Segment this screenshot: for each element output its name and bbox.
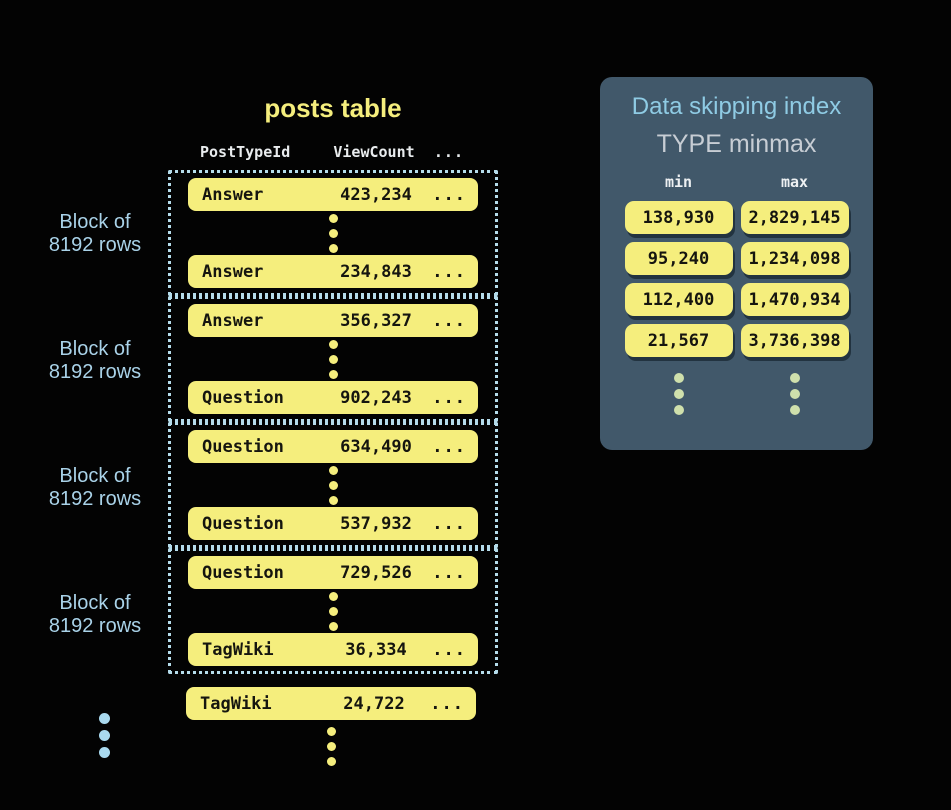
cell-viewcount: 729,526 (340, 562, 412, 583)
cell-viewcount: 902,243 (340, 387, 412, 408)
block-label: Block of 8192 rows (48, 465, 142, 510)
column-header-posttypeid: PostTypeId (200, 143, 291, 161)
table-row: Question 537,932 ... (188, 507, 478, 540)
vertical-ellipsis-icon (673, 373, 684, 415)
min-value-box: 21,567 (624, 324, 733, 357)
column-header-ellipsis: ... (433, 143, 464, 161)
max-value-box: 3,736,398 (740, 324, 849, 357)
table-row: Answer 234,843 ... (188, 255, 478, 288)
minmax-rows: 138,930 2,829,145 95,240 1,234,098 112,4… (624, 201, 849, 357)
max-value-box: 1,470,934 (740, 283, 849, 316)
cell-posttypeid: Question (202, 436, 284, 457)
cell-ellipsis: ... (432, 562, 466, 583)
block-label: Block of 8192 rows (48, 338, 142, 383)
max-value-box: 1,234,098 (740, 242, 849, 275)
cell-viewcount: 36,334 (345, 639, 407, 660)
posts-table-title: posts table (264, 93, 402, 123)
cell-posttypeid: Question (202, 562, 284, 583)
cell-viewcount: 234,843 (340, 261, 412, 282)
cell-posttypeid: TagWiki (202, 639, 274, 660)
cell-ellipsis: ... (432, 184, 466, 205)
table-row: Question 634,490 ... (188, 430, 478, 463)
minmax-row: 138,930 2,829,145 (624, 201, 849, 234)
cell-posttypeid: Question (202, 513, 284, 534)
cell-viewcount: 423,234 (340, 184, 412, 205)
minmax-continuation-dots (625, 373, 849, 415)
cell-ellipsis: ... (432, 261, 466, 282)
table-row: Question 729,526 ... (188, 556, 478, 589)
vertical-ellipsis-icon (328, 339, 338, 379)
table-row: TagWiki 36,334 ... (188, 633, 478, 666)
block-label: Block of 8192 rows (48, 592, 142, 637)
cell-posttypeid: TagWiki (200, 693, 272, 714)
cell-ellipsis: ... (432, 310, 466, 331)
cell-ellipsis: ... (432, 513, 466, 534)
cell-viewcount: 356,327 (340, 310, 412, 331)
cell-viewcount: 537,932 (340, 513, 412, 534)
row-block-3: Question 634,490 ... Question 537,932 ..… (168, 422, 498, 548)
min-value-box: 112,400 (624, 283, 733, 316)
cell-ellipsis: ... (432, 436, 466, 457)
min-value-box: 95,240 (624, 242, 733, 275)
minmax-column-labels: min max (625, 173, 849, 191)
cell-posttypeid: Answer (202, 184, 264, 205)
minmax-row: 95,240 1,234,098 (624, 242, 849, 275)
index-panel-subtitle: TYPE minmax (656, 130, 817, 158)
minmax-row: 112,400 1,470,934 (624, 283, 849, 316)
index-panel-title: Data skipping index (631, 93, 842, 120)
cell-viewcount: 634,490 (340, 436, 412, 457)
posts-table-blocks: Answer 423,234 ... Answer 234,843 ... An… (168, 170, 498, 674)
cell-posttypeid: Question (202, 387, 284, 408)
row-block-2: Answer 356,327 ... Question 902,243 ... (168, 296, 498, 422)
cell-posttypeid: Answer (202, 310, 264, 331)
block-label: Block of 8192 rows (48, 211, 142, 256)
vertical-ellipsis-icon (327, 727, 336, 766)
row-block-1: Answer 423,234 ... Answer 234,843 ... (168, 170, 498, 296)
max-column-label: max (780, 173, 809, 191)
row-block-4: Question 729,526 ... TagWiki 36,334 ... (168, 548, 498, 674)
table-row: Answer 423,234 ... (188, 178, 478, 211)
minmax-row: 21,567 3,736,398 (624, 324, 849, 357)
vertical-ellipsis-icon (328, 213, 338, 253)
min-value-box: 138,930 (624, 201, 733, 234)
table-row: Question 902,243 ... (188, 381, 478, 414)
posts-table-column-headers: PostTypeId ViewCount ... (186, 142, 476, 162)
cell-ellipsis: ... (432, 387, 466, 408)
cell-posttypeid: Answer (202, 261, 264, 282)
vertical-ellipsis-icon (99, 713, 110, 758)
min-column-label: min (664, 173, 693, 191)
max-value-box: 2,829,145 (740, 201, 849, 234)
cell-ellipsis: ... (430, 693, 464, 714)
cell-viewcount: 24,722 (343, 693, 405, 714)
vertical-ellipsis-icon (789, 373, 800, 415)
column-header-viewcount: ViewCount (333, 143, 415, 161)
vertical-ellipsis-icon (328, 465, 338, 505)
vertical-ellipsis-icon (328, 591, 338, 631)
table-row: TagWiki 24,722 ... (186, 687, 476, 720)
data-skipping-index-panel: Data skipping index TYPE minmax min max … (600, 77, 873, 450)
cell-ellipsis: ... (432, 639, 466, 660)
table-row: Answer 356,327 ... (188, 304, 478, 337)
